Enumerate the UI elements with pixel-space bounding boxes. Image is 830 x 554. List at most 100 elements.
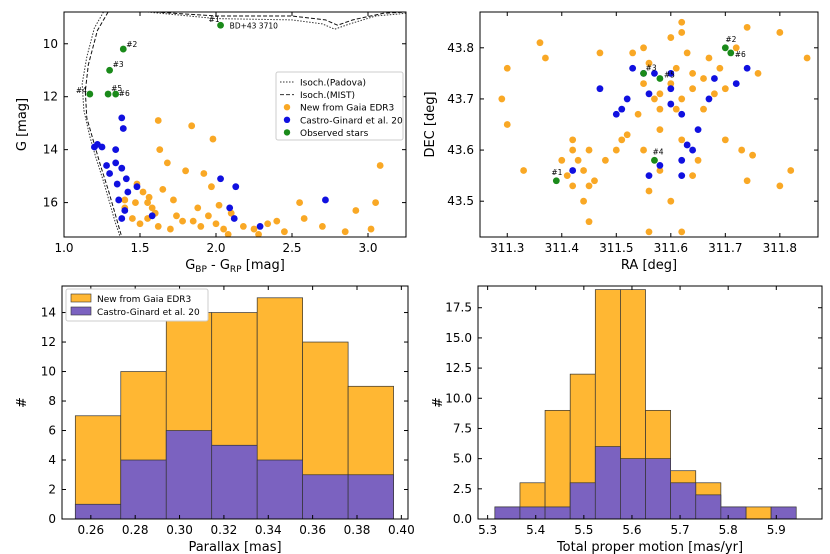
new-gaia-point bbox=[179, 217, 186, 225]
cmd-axes: 1.0 1.5 2.0 2.5 3.0 10 12 14 16 bbox=[43, 11, 407, 255]
parallax-bars bbox=[74, 297, 394, 520]
pm-frame bbox=[477, 285, 823, 520]
new-gaia-point bbox=[558, 156, 566, 164]
parallax-xtick-label: 0.30 bbox=[166, 523, 193, 537]
new-gaia-point bbox=[596, 49, 604, 57]
new-gaia-point bbox=[163, 159, 171, 167]
observed-star-label: #5 bbox=[111, 84, 122, 93]
parallax-legend-label: New from Gaia EDR3 bbox=[97, 295, 191, 305]
observed-star-point bbox=[721, 44, 729, 52]
parallax-ytick-label: 10 bbox=[41, 365, 56, 379]
new-gaia-point bbox=[212, 220, 220, 228]
pm-xtick-label: 5.7 bbox=[671, 523, 690, 537]
pm-ytick-label: 15.0 bbox=[445, 331, 472, 345]
castro-ginard-bar bbox=[211, 444, 258, 520]
cmd-xtick-label: 2.0 bbox=[206, 241, 225, 255]
castro-ginard-point bbox=[113, 180, 121, 188]
sky-ytick-label: 43.6 bbox=[447, 143, 474, 157]
cmd-xtick-label: 3.0 bbox=[358, 241, 377, 255]
castro-ginard-point bbox=[112, 146, 120, 154]
new-gaia-point bbox=[188, 122, 196, 130]
cmd-legend-label: Isoch.(Padova) bbox=[300, 79, 366, 89]
new-gaia-point bbox=[159, 185, 167, 193]
observed-star-point bbox=[119, 45, 127, 53]
observed-star-label: #3 bbox=[113, 60, 124, 69]
new-gaia-point bbox=[580, 197, 587, 205]
pm-ytick-label: 12.5 bbox=[445, 361, 472, 375]
castro-ginard-point bbox=[118, 114, 126, 122]
new-gaia-point bbox=[319, 223, 326, 230]
parallax-legend-swatch bbox=[70, 293, 92, 303]
parallax-ytick-label: 0 bbox=[48, 512, 56, 526]
castro-ginard-bar bbox=[519, 506, 546, 520]
new-gaia-point bbox=[145, 193, 153, 201]
new-gaia-point bbox=[591, 177, 598, 185]
sky-ytick-label: 43.5 bbox=[447, 194, 474, 208]
castro-ginard-point bbox=[124, 188, 132, 196]
new-gaia-point bbox=[612, 146, 620, 154]
new-gaia-point bbox=[705, 54, 713, 62]
new-gaia-point bbox=[173, 212, 180, 220]
observed-star-label: #6 bbox=[119, 89, 130, 98]
new-gaia-point bbox=[711, 90, 718, 98]
new-gaia-point bbox=[732, 44, 740, 52]
parallax-ytick-label: 6 bbox=[48, 424, 56, 438]
new-gaia-point bbox=[623, 131, 631, 139]
sky-xtick-label: 311.8 bbox=[763, 241, 797, 255]
observed-star-point bbox=[552, 177, 560, 185]
castro-ginard-point bbox=[119, 125, 127, 132]
new-gaia-point bbox=[683, 49, 691, 57]
parallax-legend-swatch bbox=[70, 306, 92, 316]
new-gaia-bar bbox=[74, 415, 122, 520]
new-gaia-point bbox=[640, 146, 647, 154]
pm-x-axis-label: Total proper motion [mas/yr] bbox=[556, 540, 743, 554]
parallax-ytick-label: 2 bbox=[48, 483, 56, 497]
new-gaia-point bbox=[148, 204, 156, 212]
new-gaia-point bbox=[121, 196, 129, 204]
new-gaia-point bbox=[144, 199, 152, 206]
castro-ginard-point bbox=[91, 143, 98, 151]
new-gaia-point bbox=[776, 29, 784, 36]
isochrone-mist-line bbox=[84, 12, 123, 237]
cmd-legend-dot-swatch bbox=[283, 104, 291, 111]
sky-xtick-label: 311.3 bbox=[490, 241, 524, 255]
sky-ytick-label: 43.8 bbox=[447, 41, 474, 55]
castro-ginard-point bbox=[683, 141, 691, 149]
cmd-frame bbox=[63, 11, 407, 238]
castro-ginard-point bbox=[645, 90, 653, 98]
castro-ginard-point bbox=[732, 80, 740, 87]
castro-ginard-bar bbox=[302, 474, 349, 520]
parallax-xtick-label: 0.26 bbox=[77, 523, 104, 537]
new-gaia-point bbox=[640, 44, 647, 52]
castro-ginard-bar bbox=[347, 474, 394, 520]
new-gaia-point bbox=[678, 95, 686, 103]
new-gaia-point bbox=[569, 136, 577, 144]
parallax-ytick-label: 8 bbox=[48, 394, 56, 408]
castro-ginard-point bbox=[232, 183, 240, 191]
new-gaia-point bbox=[743, 177, 751, 185]
cmd-legend-label: Castro-Ginard et al. 20 bbox=[300, 116, 403, 126]
observed-star-point bbox=[651, 156, 658, 164]
castro-ginard-point bbox=[596, 85, 604, 93]
cmd-legend-dot-swatch bbox=[283, 116, 291, 124]
new-gaia-point bbox=[776, 182, 784, 190]
cmd-xtick-label: 1.0 bbox=[54, 241, 73, 255]
observed-star-label: #2 bbox=[725, 35, 736, 44]
parallax-xtick-label: 0.34 bbox=[255, 523, 282, 537]
new-gaia-point bbox=[154, 223, 162, 230]
new-gaia-point bbox=[189, 217, 197, 225]
new-gaia-point bbox=[264, 220, 272, 228]
observed-star-point bbox=[640, 69, 647, 77]
cmd-legend-label: Isoch.(MIST) bbox=[300, 91, 355, 101]
new-gaia-point bbox=[520, 167, 528, 174]
castro-ginard-point bbox=[678, 172, 686, 180]
observed-star-label: #1 bbox=[551, 168, 562, 177]
cmd-x-axis-label-subscript: RP bbox=[230, 265, 242, 275]
observed-star-point bbox=[217, 21, 224, 29]
parallax-legend: New from Gaia EDR3 Castro-Ginard et al. 2… bbox=[65, 288, 209, 322]
castro-ginard-bar bbox=[770, 506, 797, 520]
castro-ginard-point bbox=[667, 85, 675, 93]
castro-ginard-point bbox=[569, 167, 577, 174]
castro-ginard-point bbox=[98, 143, 106, 151]
new-gaia-point bbox=[367, 225, 375, 233]
